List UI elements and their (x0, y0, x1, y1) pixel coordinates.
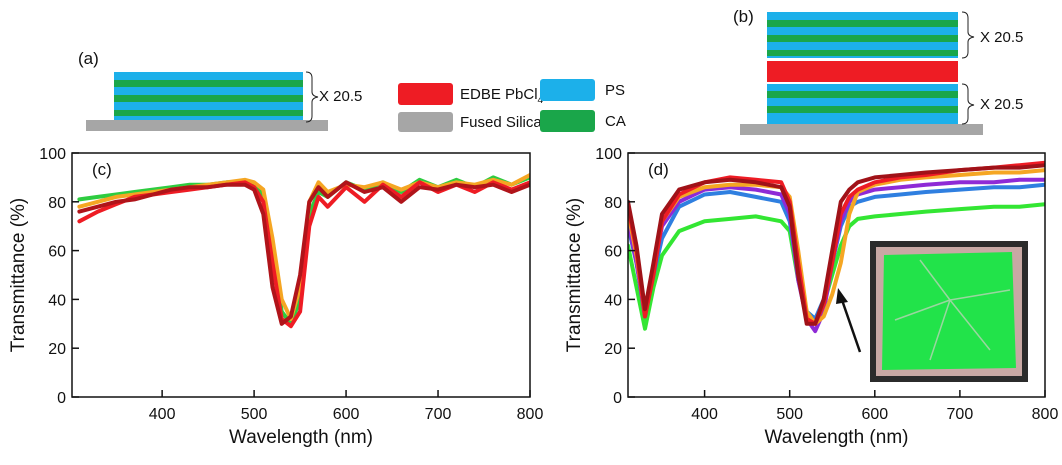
bracket (305, 71, 319, 123)
plot-lines (77, 173, 530, 329)
y-axis-label: Transmittance (%) (8, 198, 29, 353)
substrate (740, 124, 983, 135)
y-tick-label: 40 (604, 292, 622, 309)
y-tick-label: 40 (48, 292, 66, 309)
y-tick-label: 0 (613, 390, 622, 407)
x-tick-label: 500 (776, 406, 803, 423)
line (77, 180, 530, 326)
substrate (86, 120, 328, 131)
legend-swatch (540, 79, 595, 101)
repeat-label: X 20.5 (980, 96, 1023, 113)
legend-label: PS (605, 82, 625, 99)
plot-frame (627, 152, 1046, 398)
layer (114, 110, 303, 116)
layer (114, 95, 303, 102)
chart: 0 20 40 60 80 100 400 500 600 700 800 Wavelength (n… (8, 146, 543, 448)
x-tick-label: 600 (333, 406, 360, 423)
plot-frame (71, 152, 531, 398)
legend-label: CA (605, 113, 626, 130)
diagram-a: (a) X 20.5 (78, 49, 362, 131)
layer (767, 20, 958, 27)
legend-text: EDBE PbCl (460, 86, 538, 103)
legend-label: EDBE PbCl4 (460, 86, 544, 106)
perovskite-layer (767, 61, 958, 82)
line (628, 163, 1045, 326)
y-axis-label: Transmittance (%) (564, 198, 585, 353)
x-tick-label: 700 (947, 406, 974, 423)
y-tick-label: 60 (604, 244, 622, 261)
y-tick-label: 80 (48, 195, 66, 212)
inset-photo (836, 241, 1028, 382)
y-tick-label: 20 (48, 341, 66, 358)
line (628, 160, 1045, 326)
layer (114, 80, 303, 87)
plot-lines (628, 160, 1045, 334)
arrow-head (836, 288, 848, 304)
legend-swatch (398, 112, 453, 132)
repeat-label: X 20.5 (980, 29, 1023, 46)
arrow (840, 299, 862, 353)
x-tick-label: 400 (149, 406, 176, 423)
y-tick-label: 20 (604, 341, 622, 358)
x-axis-label: Wavelength (nm) (229, 427, 373, 448)
panel-label: (b) (733, 7, 754, 26)
x-tick-label: 600 (861, 406, 888, 423)
layer (767, 91, 958, 98)
y-tick-label: 100 (39, 146, 66, 163)
legend-swatch (398, 83, 453, 105)
x-tick-label: 500 (241, 406, 268, 423)
layer (767, 106, 958, 113)
legend-swatch (540, 110, 595, 132)
y-tick-label: 100 (595, 146, 622, 163)
y-tick-label: 0 (57, 390, 66, 407)
x-axis-label: Wavelength (nm) (765, 427, 909, 448)
layer (767, 50, 958, 56)
x-tick-label: 800 (517, 406, 544, 423)
bracket (961, 83, 975, 125)
y-tick-label: 80 (604, 195, 622, 212)
panel-label: (a) (78, 49, 99, 68)
photo-film (882, 252, 1016, 370)
x-tick-label: 800 (1032, 406, 1059, 423)
layer-stack (767, 84, 958, 124)
repeat-label: X 20.5 (319, 88, 362, 105)
x-tick-label: 700 (425, 406, 452, 423)
chart: 0 20 40 60 80 100 400 500 600 700 800 Wavelength (n… (564, 146, 1058, 448)
diagram-b: (b) X 20.5 X 20.5 (733, 7, 1023, 135)
legend: EDBE PbCl4 Fused Silica PS CA (398, 79, 626, 132)
panel-label: (c) (92, 160, 112, 179)
photo-cracks (894, 259, 1011, 361)
x-tick-label: 400 (691, 406, 718, 423)
legend-label: Fused Silica (460, 114, 542, 131)
bracket (961, 11, 975, 59)
layer (767, 35, 958, 42)
y-tick-label: 60 (48, 244, 66, 261)
panel-label: (d) (648, 160, 669, 179)
legend-subscript: 4 (538, 95, 544, 106)
